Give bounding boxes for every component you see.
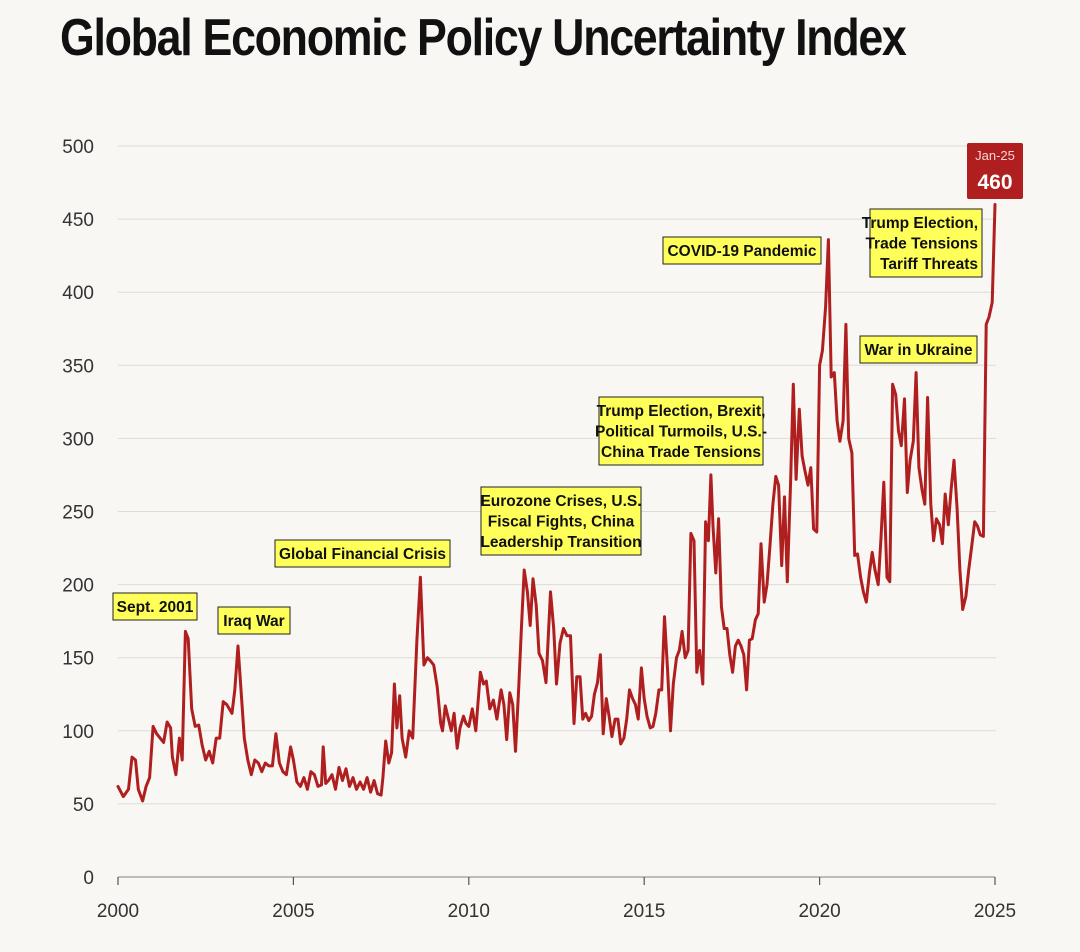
annotation-box [274,539,451,568]
annotation-label: Eurozone Crises, U.S. [480,493,641,510]
annotation-label: Trump Election, Brexit, [597,403,766,420]
annotation-box [480,486,642,556]
x-tick-label: 2005 [272,901,314,922]
annotation-box [217,606,291,635]
y-tick-label: 400 [62,283,94,304]
y-tick-label: 200 [62,576,94,597]
annotation-label: Sept. 2001 [117,599,194,616]
series-line [116,203,997,803]
annotation-label: Trump Election, [862,215,978,232]
annotation-label: Fiscal Fights, China [488,514,635,531]
x-tick-label: 2000 [97,901,139,922]
annotation-label: Trade Tensions [865,236,978,253]
y-tick-label: 50 [73,795,94,816]
annotation-label: Iraq War [223,613,284,630]
y-tick-label: 100 [62,722,94,743]
x-tick-label: 2010 [448,901,490,922]
annotation-label: War in Ukraine [865,342,973,359]
y-tick-label: 150 [62,649,94,670]
annotation-box [112,592,198,621]
annotation-label: COVID-19 Pandemic [667,243,816,260]
annotation-label: Global Financial Crisis [279,546,446,563]
chart-title: Global Economic Policy Uncertainty Index [60,9,907,67]
annotation-label: Tariff Threats [880,256,978,273]
y-tick-label: 450 [62,210,94,231]
y-tick-label: 300 [62,429,94,450]
x-tick-label: 2015 [623,901,665,922]
x-tick-label: 2025 [974,901,1016,922]
y-tick-label: 0 [83,868,94,889]
annotation-label: Leadership Transition [480,534,641,551]
latest-value-number: 460 [977,171,1012,194]
annotation-label: China Trade Tensions [601,444,761,461]
latest-value-badge [967,143,1023,199]
y-tick-label: 350 [62,356,94,377]
annotation-box [859,335,978,364]
y-tick-label: 250 [62,503,94,524]
annotation-box [869,208,983,278]
y-tick-label: 500 [62,137,94,158]
x-tick-label: 2020 [798,901,840,922]
latest-value-date: Jan-25 [975,148,1015,163]
annotation-label: Political Turmoils, U.S.- [595,424,767,441]
annotation-box [662,236,822,265]
annotation-box [598,396,764,466]
